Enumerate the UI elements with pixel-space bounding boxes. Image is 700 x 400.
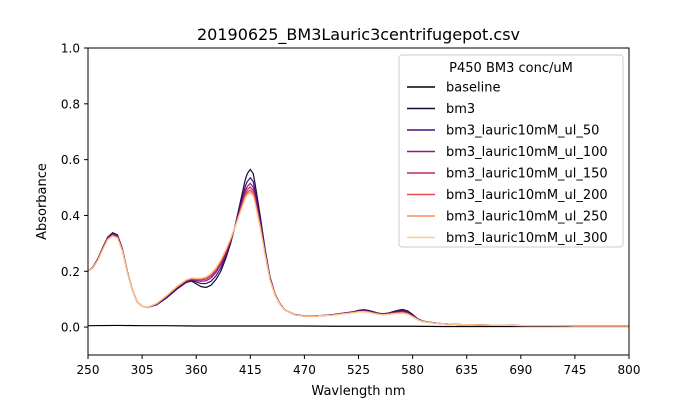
x-tick-label: 305 — [131, 363, 154, 377]
x-tick-label: 470 — [293, 363, 316, 377]
legend: P450 BM3 conc/uM baseline bm3 bm3_lauric10… — [398, 54, 624, 248]
y-tick-label: 0.0 — [61, 321, 80, 335]
x-tick-label: 250 — [77, 363, 100, 377]
x-axis-label: Wavlength nm — [311, 384, 405, 399]
x-tick-label: 745 — [563, 363, 586, 377]
y-axis: 0.0 0.2 0.4 0.6 0.8 1.0 — [61, 42, 88, 335]
x-tick-label: 635 — [455, 363, 478, 377]
legend-label: baseline — [446, 81, 500, 96]
x-axis: 250 305 360 415 470 525 580 635 690 745 800 — [77, 355, 641, 377]
y-tick-label: 0.4 — [61, 209, 80, 223]
legend-label: bm3_lauric10mM_ul_50 — [446, 124, 599, 139]
legend-box — [398, 54, 624, 248]
x-tick-label: 360 — [185, 363, 208, 377]
x-tick-label: 525 — [347, 363, 370, 377]
x-tick-label: 800 — [618, 363, 641, 377]
legend-label: bm3_lauric10mM_ul_150 — [446, 167, 608, 182]
legend-label: bm3_lauric10mM_ul_100 — [446, 145, 608, 160]
plot-area — [87, 168, 629, 328]
x-tick-label: 580 — [401, 363, 424, 377]
y-axis-label: Absorbance — [35, 163, 50, 240]
y-tick-label: 1.0 — [61, 42, 80, 56]
legend-title: P450 BM3 conc/uM — [449, 61, 573, 76]
x-tick-label: 415 — [239, 363, 262, 377]
legend-label: bm3 — [446, 102, 475, 117]
series-line-bm3_lauric10mM_ul_300 — [87, 192, 629, 327]
legend-label: bm3_lauric10mM_ul_300 — [446, 231, 608, 246]
y-tick-label: 0.6 — [61, 153, 80, 167]
chart-title: 20190625_BM3Lauric3centrifugepot.csv — [197, 25, 520, 45]
legend-label: bm3_lauric10mM_ul_250 — [446, 210, 608, 225]
series-line-baseline — [87, 324, 629, 328]
y-tick-label: 0.8 — [61, 97, 80, 111]
legend-label: bm3_lauric10mM_ul_200 — [446, 188, 608, 203]
y-tick-label: 0.2 — [61, 265, 80, 279]
x-tick-label: 690 — [509, 363, 532, 377]
